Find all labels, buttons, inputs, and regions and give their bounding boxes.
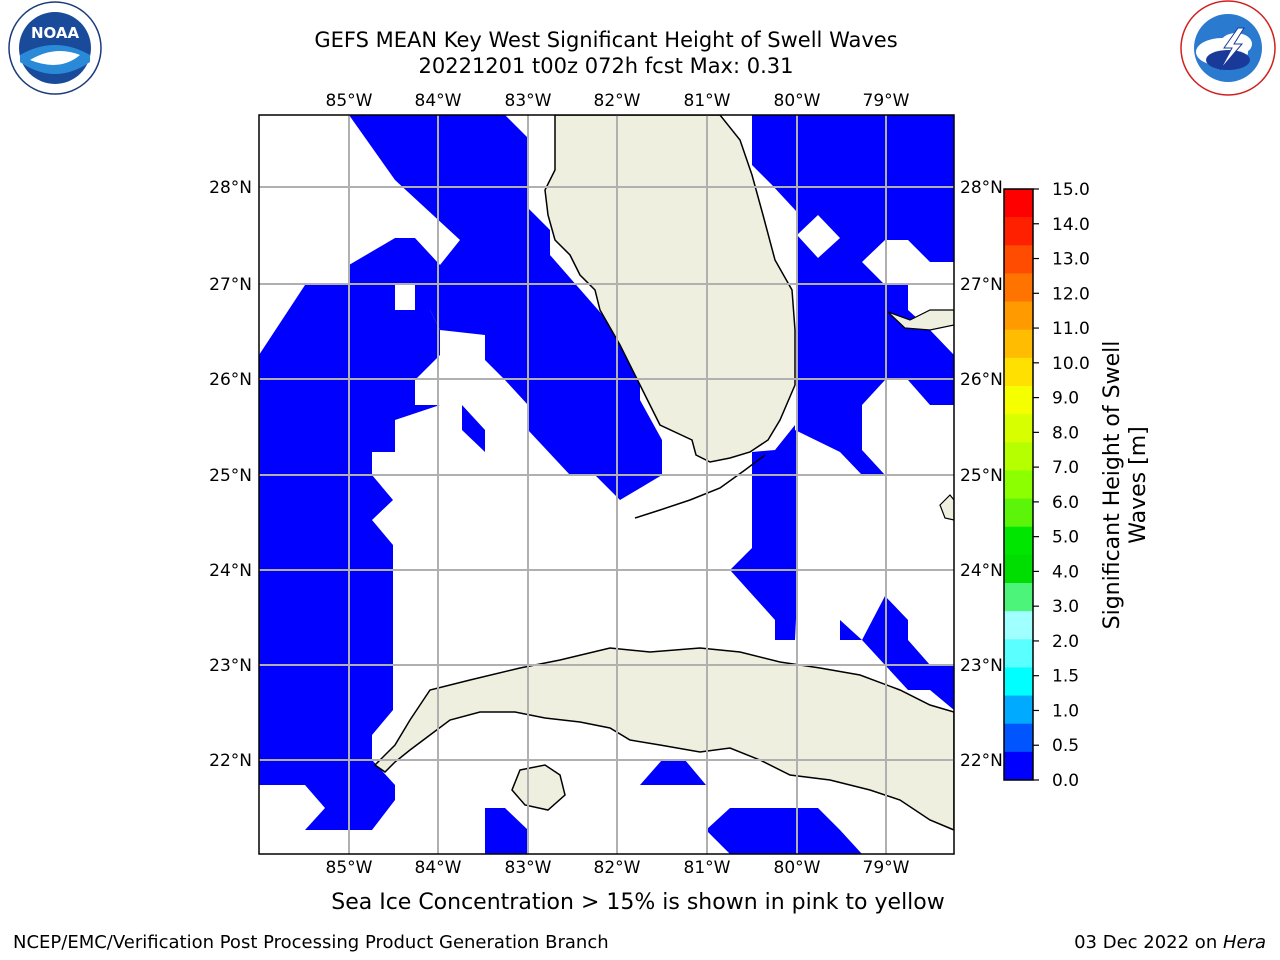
colorbar-tick-label: 13.0 — [1052, 250, 1090, 270]
lat-tick-label: 22°N — [209, 751, 252, 771]
colorbar-segment — [1004, 751, 1033, 781]
colorbar-segment — [1004, 639, 1033, 668]
colorbar-segment — [1004, 554, 1033, 584]
lon-tick-label: 85°W — [326, 91, 373, 111]
colorbar-tick-label: 1.0 — [1052, 701, 1079, 721]
footer-host: Hera — [1222, 932, 1266, 953]
chart-title: GEFS MEAN Key West Significant Height of… — [314, 28, 898, 52]
land-florida — [544, 115, 796, 463]
graticule — [259, 115, 954, 854]
lon-tick-label: 79°W — [863, 858, 910, 878]
colorbar-segment — [1004, 723, 1033, 753]
colorbar-segment — [1004, 414, 1033, 443]
lat-tick-label: 25°N — [209, 466, 252, 486]
lat-tick-label: 26°N — [209, 370, 252, 390]
chart-subtitle: 20221201 t00z 072h fcst Max: 0.31 — [418, 54, 794, 78]
lat-ticks-left: 28°N 27°N 26°N 25°N 24°N 23°N 22°N — [209, 178, 252, 771]
lon-tick-label: 82°W — [594, 91, 641, 111]
lon-tick-label: 84°W — [415, 858, 462, 878]
footer-date-text: 03 Dec 2022 on — [1074, 932, 1223, 953]
lon-tick-label: 80°W — [774, 858, 821, 878]
colorbar-segment — [1004, 386, 1033, 415]
lon-tick-label: 79°W — [863, 91, 910, 111]
colorbar-label: Significant Height of Swell Waves [m] — [1100, 340, 1151, 630]
colorbar-tick-label: 3.0 — [1052, 597, 1079, 617]
colorbar-segment — [1004, 245, 1033, 274]
colorbar-tick-label: 10.0 — [1052, 354, 1090, 374]
colorbar-segment — [1004, 301, 1033, 331]
colorbar-segment — [1004, 357, 1033, 387]
lat-tick-label: 28°N — [209, 178, 252, 198]
lat-tick-label: 25°N — [960, 466, 1003, 486]
lat-tick-label: 26°N — [960, 370, 1003, 390]
footer-date: 03 Dec 2022 on Hera — [1074, 932, 1266, 953]
lon-tick-label: 82°W — [594, 858, 641, 878]
lon-tick-label: 83°W — [505, 858, 552, 878]
colorbar-segment — [1004, 442, 1033, 471]
colorbar — [1003, 188, 1034, 781]
colorbar-tick-label: 0.5 — [1052, 736, 1079, 756]
lat-tick-label: 27°N — [960, 275, 1003, 295]
colorbar-tick-label: 4.0 — [1052, 562, 1079, 582]
lon-tick-label: 85°W — [326, 858, 373, 878]
colorbar-segment — [1004, 667, 1033, 697]
lat-tick-label: 24°N — [960, 561, 1003, 581]
colorbar-segment — [1004, 583, 1033, 612]
map-area — [259, 115, 954, 854]
lat-tick-label: 22°N — [960, 751, 1003, 771]
colorbar-tick-label: 12.0 — [1052, 284, 1090, 304]
colorbar-segment — [1004, 611, 1033, 640]
lat-tick-label: 23°N — [960, 656, 1003, 676]
colorbar-segment — [1004, 189, 1033, 218]
colorbar-tick-label: 2.0 — [1052, 632, 1079, 652]
land-cuba — [373, 647, 954, 831]
noaa-logo: NOAA — [8, 1, 102, 95]
colorbar-frame — [1003, 188, 1034, 781]
colorbar-segment — [1004, 498, 1033, 528]
colorbar-segment — [1004, 695, 1033, 725]
colorbar-tick-label: 7.0 — [1052, 458, 1079, 478]
colorbar-segment — [1004, 273, 1033, 303]
colorbar-tick-label: 15.0 — [1052, 180, 1090, 200]
colorbar-tick-label: 11.0 — [1052, 319, 1090, 339]
lon-tick-label: 83°W — [505, 91, 552, 111]
lon-ticks-top: 85°W 84°W 83°W 82°W 81°W 80°W 79°W — [326, 91, 910, 111]
lon-tick-label: 80°W — [774, 91, 821, 111]
swell-field — [259, 115, 954, 854]
colorbar-tick-label: 6.0 — [1052, 493, 1079, 513]
map-frame — [258, 114, 955, 855]
lat-tick-label: 28°N — [960, 178, 1003, 198]
colorbar-tick-label: 14.0 — [1052, 215, 1090, 235]
noaa-logo-text: NOAA — [31, 24, 80, 42]
sea-ice-note: Sea Ice Concentration > 15% is shown in … — [331, 890, 945, 915]
nws-logo — [1180, 0, 1276, 96]
lat-ticks-right: 28°N 27°N 26°N 25°N 24°N 23°N 22°N — [960, 178, 1003, 771]
colorbar-segment — [1004, 526, 1033, 556]
colorbar-tick-label: 1.5 — [1052, 667, 1079, 687]
colorbar-segment — [1004, 470, 1033, 500]
colorbar-tick-label: 8.0 — [1052, 423, 1079, 443]
lon-ticks-bottom: 85°W 84°W 83°W 82°W 81°W 80°W 79°W — [326, 858, 910, 878]
lat-tick-label: 23°N — [209, 656, 252, 676]
colorbar-segment — [1004, 217, 1033, 246]
colorbar-tick-label: 5.0 — [1052, 528, 1079, 548]
colorbar-ticks: 15.0 14.0 13.0 12.0 11.0 10.0 9.0 8.0 7.0 6.0 5.0 4… — [1033, 180, 1090, 791]
footer-credit: NCEP/EMC/Verification Post Processing Pr… — [13, 932, 609, 953]
colorbar-segment — [1004, 329, 1033, 359]
lon-tick-label: 84°W — [415, 91, 462, 111]
lon-tick-label: 81°W — [684, 91, 731, 111]
lat-tick-label: 24°N — [209, 561, 252, 581]
lon-tick-label: 81°W — [684, 858, 731, 878]
lat-tick-label: 27°N — [209, 275, 252, 295]
colorbar-tick-label: 9.0 — [1052, 389, 1079, 409]
colorbar-tick-label: 0.0 — [1052, 771, 1079, 791]
